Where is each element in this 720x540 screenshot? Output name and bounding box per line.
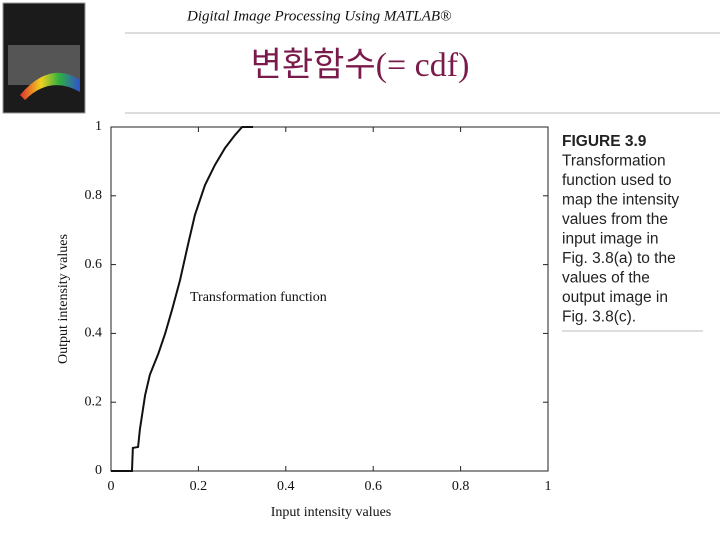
caption-line: input image in	[562, 231, 659, 248]
caption-line: Fig. 3.8(a) to the	[562, 250, 676, 267]
y-tick-label: 1	[95, 119, 102, 134]
x-tick-label: 0.4	[277, 479, 295, 494]
x-axis-label: Input intensity values	[271, 505, 392, 520]
x-tick-label: 0.2	[190, 479, 208, 494]
caption-line: map the intensity	[562, 192, 679, 209]
x-tick-label: 1	[545, 479, 552, 494]
y-tick-label: 0.4	[85, 326, 103, 341]
caption-line: Fig. 3.8(c).	[562, 309, 636, 326]
caption-line: function used to	[562, 172, 671, 189]
x-tick-label: 0	[108, 479, 115, 494]
figure-label: FIGURE 3.9	[562, 133, 647, 150]
x-tick-label: 0.8	[452, 479, 470, 494]
y-axis-label: Output intensity values	[56, 234, 71, 364]
caption-line: values from the	[562, 211, 668, 228]
annotation: Transformation function	[190, 290, 327, 305]
book-cover	[2, 2, 86, 114]
plot-frame	[110, 126, 549, 472]
y-tick-label: 0.2	[85, 394, 103, 409]
caption-line: Transformation	[562, 153, 666, 170]
caption-line: output image in	[562, 289, 668, 306]
data-line	[111, 126, 254, 472]
y-tick-label: 0.8	[85, 188, 103, 203]
caption-line: values of the	[562, 270, 650, 287]
y-tick-label: 0.6	[85, 257, 103, 272]
slide-title: 변환함수(= cdf)	[251, 47, 470, 84]
header-title: Digital Image Processing Using MATLAB®	[186, 8, 451, 24]
y-tick-label: 0	[95, 463, 102, 478]
x-tick-label: 0.6	[364, 479, 382, 494]
